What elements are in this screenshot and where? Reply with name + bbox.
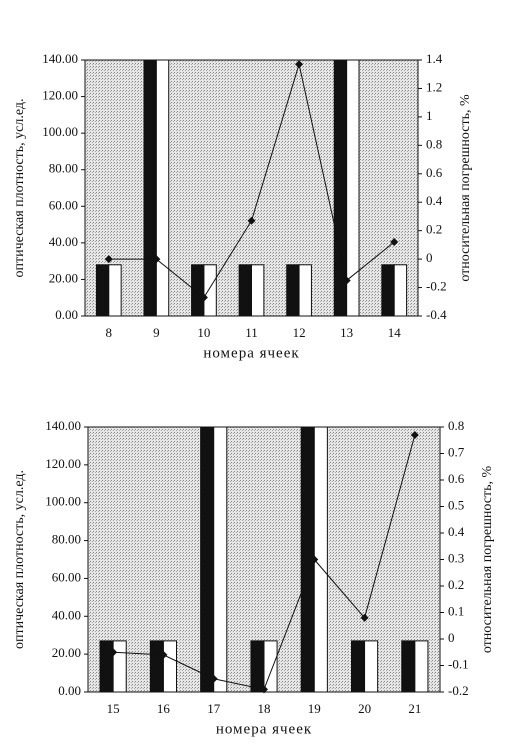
- y2-tick-label: 0.6: [448, 471, 465, 486]
- bar: [191, 264, 205, 317]
- y-tick-label: 60.00: [49, 197, 78, 212]
- bar: [155, 59, 170, 317]
- marker: [199, 293, 208, 302]
- bar: [393, 264, 408, 317]
- y-axis-title: оптическая плотность, усл.ед.: [12, 470, 27, 649]
- y2-tick-label: -0.2: [426, 279, 447, 294]
- y-tick-label: 140.00: [42, 51, 78, 66]
- bar: [238, 264, 252, 317]
- bar: [263, 640, 278, 693]
- x-axis-title: номера ячеек: [203, 345, 299, 361]
- y2-tick-label: 0: [448, 630, 455, 645]
- x-tick-label: 10: [197, 325, 210, 340]
- bar: [200, 426, 215, 693]
- x-tick-label: 19: [308, 701, 321, 716]
- y2-tick-label: 0: [426, 250, 433, 265]
- marker: [109, 648, 118, 657]
- marker: [260, 685, 268, 694]
- y2-tick-label: 1: [426, 108, 433, 123]
- bar: [149, 640, 164, 693]
- y2-tick-label: 0.2: [426, 222, 442, 237]
- bar: [401, 640, 416, 693]
- bar: [381, 264, 395, 317]
- marker: [342, 276, 351, 285]
- y-tick-label: 0.00: [58, 683, 81, 698]
- x-tick-label: 9: [153, 325, 160, 340]
- y-tick-label: 120.00: [45, 456, 81, 471]
- x-tick-label: 15: [107, 701, 120, 716]
- bar: [364, 640, 379, 693]
- bar: [108, 264, 122, 317]
- bar: [95, 264, 110, 317]
- y2-tick-label: 1.2: [426, 79, 442, 94]
- y-tick-label: 40.00: [49, 234, 78, 249]
- y2-axis-title: относительная погрешность, %: [458, 94, 473, 282]
- bar: [162, 640, 178, 693]
- x-tick-label: 21: [408, 701, 421, 716]
- x-tick-label: 13: [340, 325, 353, 340]
- x-tick-label: 11: [245, 325, 258, 340]
- marker: [390, 238, 399, 247]
- y2-tick-label: 0.2: [448, 577, 464, 592]
- bar: [143, 59, 157, 317]
- y-tick-label: 120.00: [42, 88, 78, 103]
- marker: [295, 60, 304, 69]
- bar: [99, 640, 114, 693]
- y-tick-label: 140.00: [45, 418, 81, 433]
- bar: [350, 640, 366, 693]
- marker: [360, 613, 369, 622]
- y-tick-label: 40.00: [52, 607, 81, 622]
- y-tick-label: 80.00: [49, 161, 78, 176]
- y2-tick-label: 0.8: [426, 136, 442, 151]
- y2-tick-label: 0.4: [426, 193, 443, 208]
- y-tick-label: 80.00: [52, 532, 81, 547]
- x-tick-label: 12: [293, 325, 306, 340]
- y2-tick-label: 0.1: [448, 603, 464, 618]
- marker: [152, 255, 161, 264]
- marker: [104, 255, 113, 264]
- y2-tick-label: 0.6: [426, 165, 443, 180]
- x-tick-label: 20: [358, 701, 371, 716]
- marker: [159, 650, 168, 659]
- bar: [333, 59, 348, 317]
- y-axis-title: оптическая плотность, усл.ед.: [12, 99, 27, 278]
- y2-tick-label: -0.1: [448, 656, 469, 671]
- bar: [251, 264, 265, 317]
- y2-tick-label: 0.7: [448, 444, 465, 459]
- y-tick-label: 100.00: [42, 124, 78, 139]
- y-tick-label: 60.00: [52, 569, 81, 584]
- x-tick-label: 16: [157, 701, 171, 716]
- bar: [250, 640, 265, 693]
- y-tick-label: 100.00: [45, 494, 81, 509]
- y2-tick-label: 1.4: [426, 51, 443, 66]
- bar: [213, 426, 228, 693]
- y2-tick-label: 0.5: [448, 497, 464, 512]
- x-tick-label: 17: [207, 701, 221, 716]
- marker: [209, 674, 218, 683]
- y-tick-label: 0.00: [55, 307, 78, 322]
- bar: [203, 264, 217, 317]
- bar: [286, 264, 300, 317]
- x-tick-label: 8: [106, 325, 113, 340]
- y2-tick-label: 0.4: [448, 524, 465, 539]
- marker: [247, 216, 256, 225]
- y2-axis-title: относительная погрешность, %: [480, 466, 495, 654]
- y2-tick-label: -0.2: [448, 683, 469, 698]
- x-tick-label: 18: [258, 701, 271, 716]
- bar: [112, 640, 127, 693]
- x-axis-title: номера ячеек: [216, 721, 312, 737]
- bar: [346, 59, 360, 317]
- y2-tick-label: 0.8: [448, 418, 464, 433]
- y-tick-label: 20.00: [49, 270, 78, 285]
- y2-tick-label: 0.3: [448, 550, 464, 565]
- marker: [310, 555, 319, 564]
- bar: [298, 264, 312, 317]
- bar: [414, 640, 429, 693]
- y2-tick-label: -0.4: [426, 307, 447, 322]
- x-tick-label: 14: [388, 325, 402, 340]
- marker: [410, 430, 419, 439]
- y-tick-label: 20.00: [52, 645, 81, 660]
